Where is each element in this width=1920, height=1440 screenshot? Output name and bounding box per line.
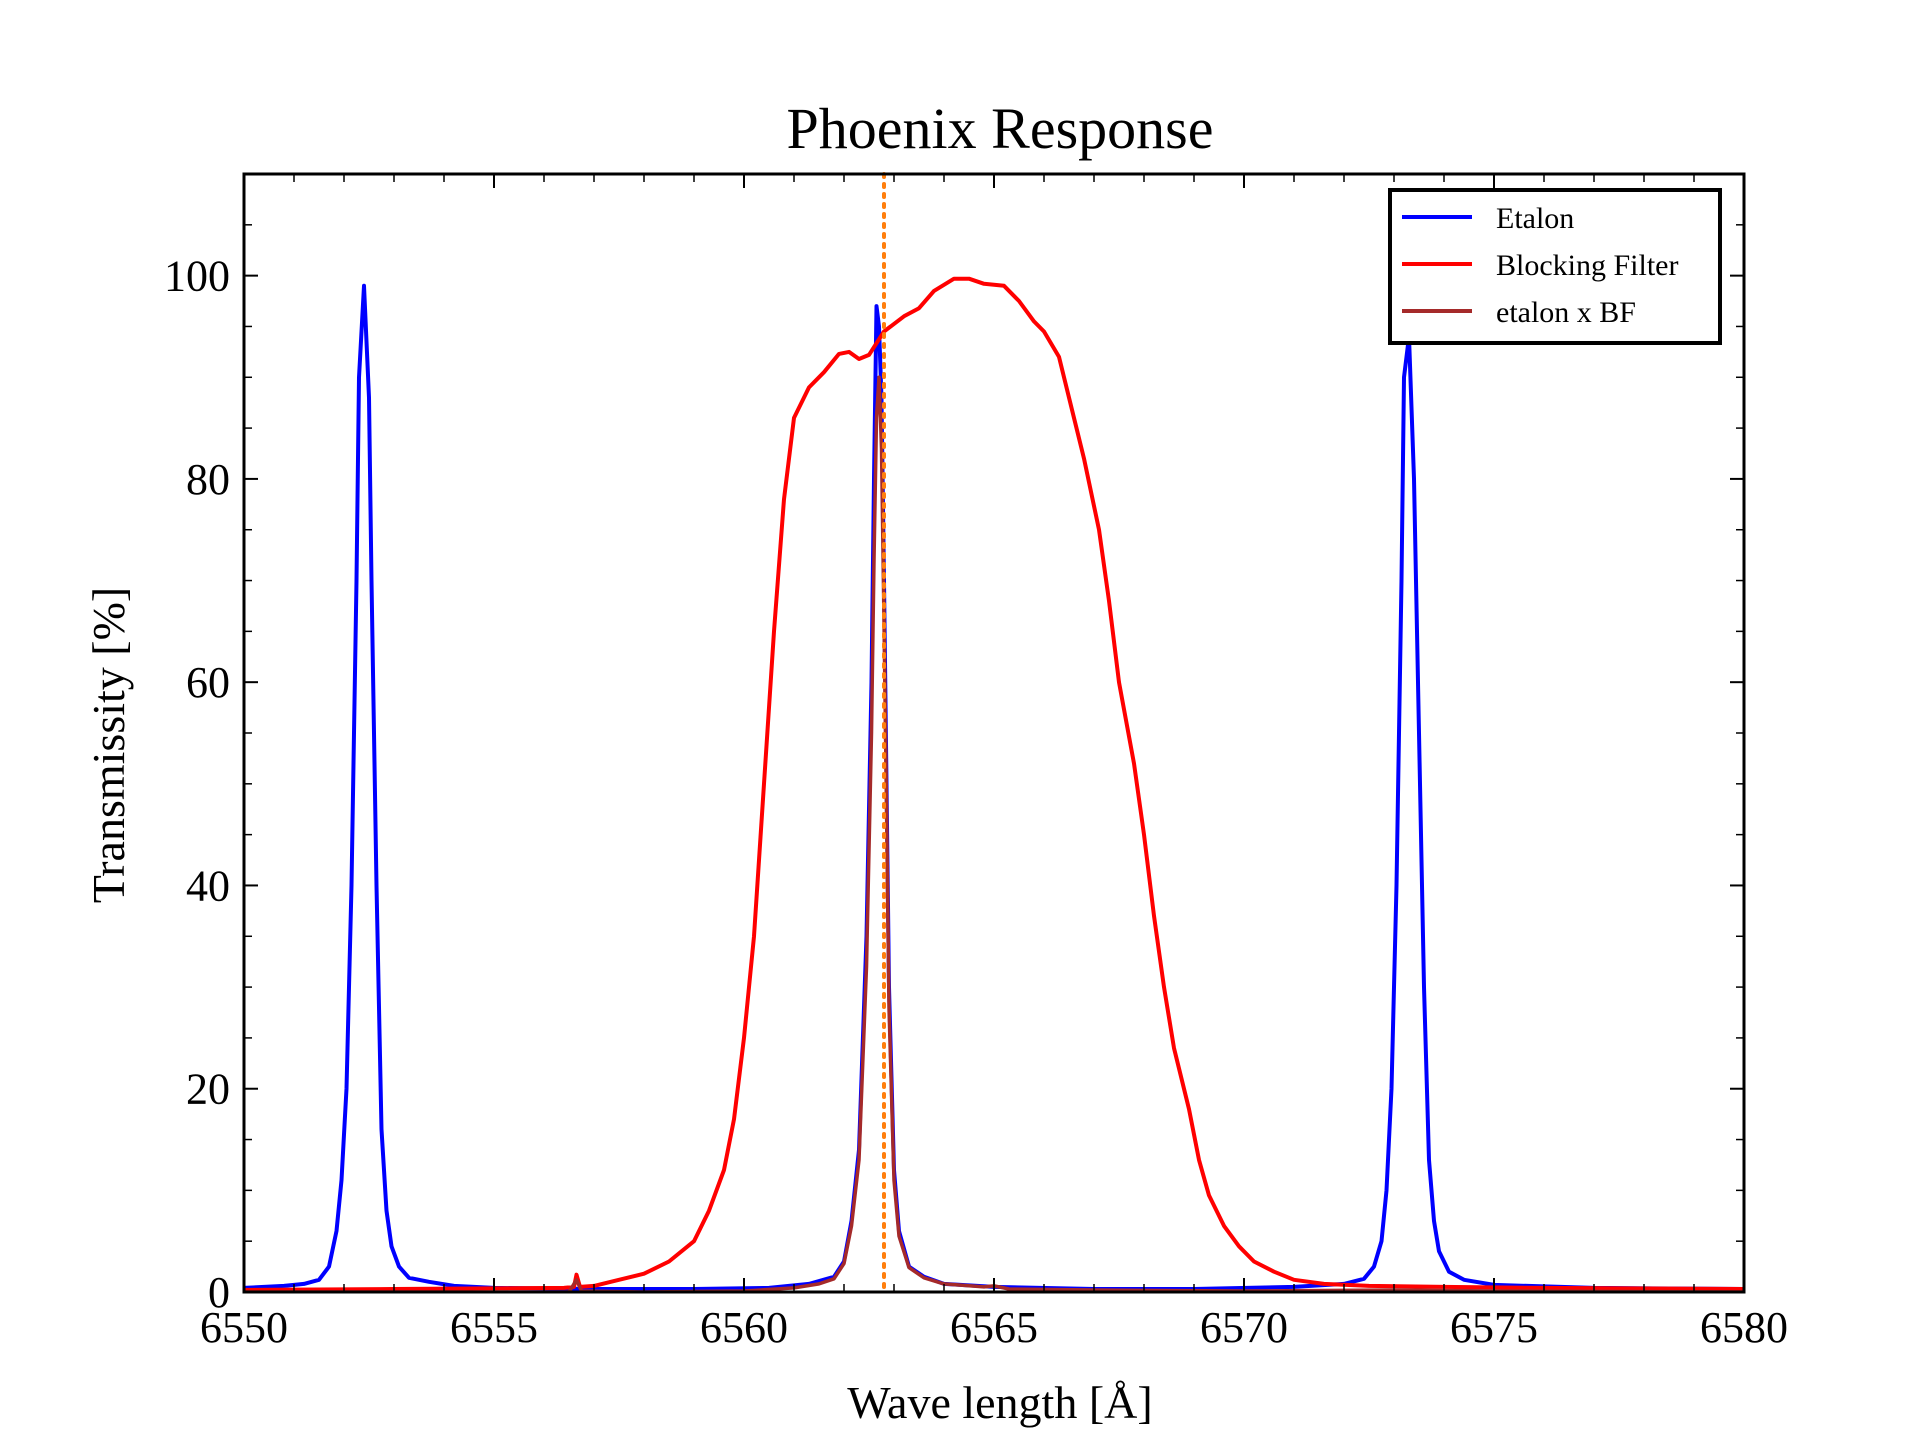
y-tick-label: 40 [186,861,230,910]
y-axis-label: Transmissity [%] [83,587,134,904]
ticks-layer: 6550 6555 6560 6565 6570 6575 6580 0 20 40 60 80 100 [164,173,1788,1352]
legend-label-etalon: Etalon [1496,202,1574,235]
x-tick-label: 6570 [1200,1303,1288,1352]
legend-label-etalon-x-bf: etalon x BF [1496,296,1636,329]
series-line-etalon [244,283,1744,1291]
x-tick-label: 6550 [200,1303,288,1352]
x-tick-label: 6565 [950,1303,1038,1352]
y-tick-label: 80 [186,455,230,504]
x-tick-label: 6580 [1700,1303,1788,1352]
series-line-blocking-filter [244,276,1744,1292]
legend: Etalon Blocking Filter etalon x BF [1388,188,1722,345]
chart-title: Phoenix Response [787,96,1214,161]
x-tick-label: 6575 [1450,1303,1538,1352]
x-tick-label: 6560 [700,1303,788,1352]
x-tick-label: 6555 [450,1303,538,1352]
y-tick-label: 0 [208,1268,230,1317]
y-tick-label: 60 [186,658,230,707]
series-line-etalon-x-bf [244,375,1744,1292]
y-tick-label: 20 [186,1065,230,1114]
y-tick-label: 100 [164,252,230,301]
x-axis-label: Wave length [Å] [847,1377,1152,1428]
series-layer [244,276,1744,1292]
legend-label-blocking-filter: Blocking Filter [1496,249,1679,282]
